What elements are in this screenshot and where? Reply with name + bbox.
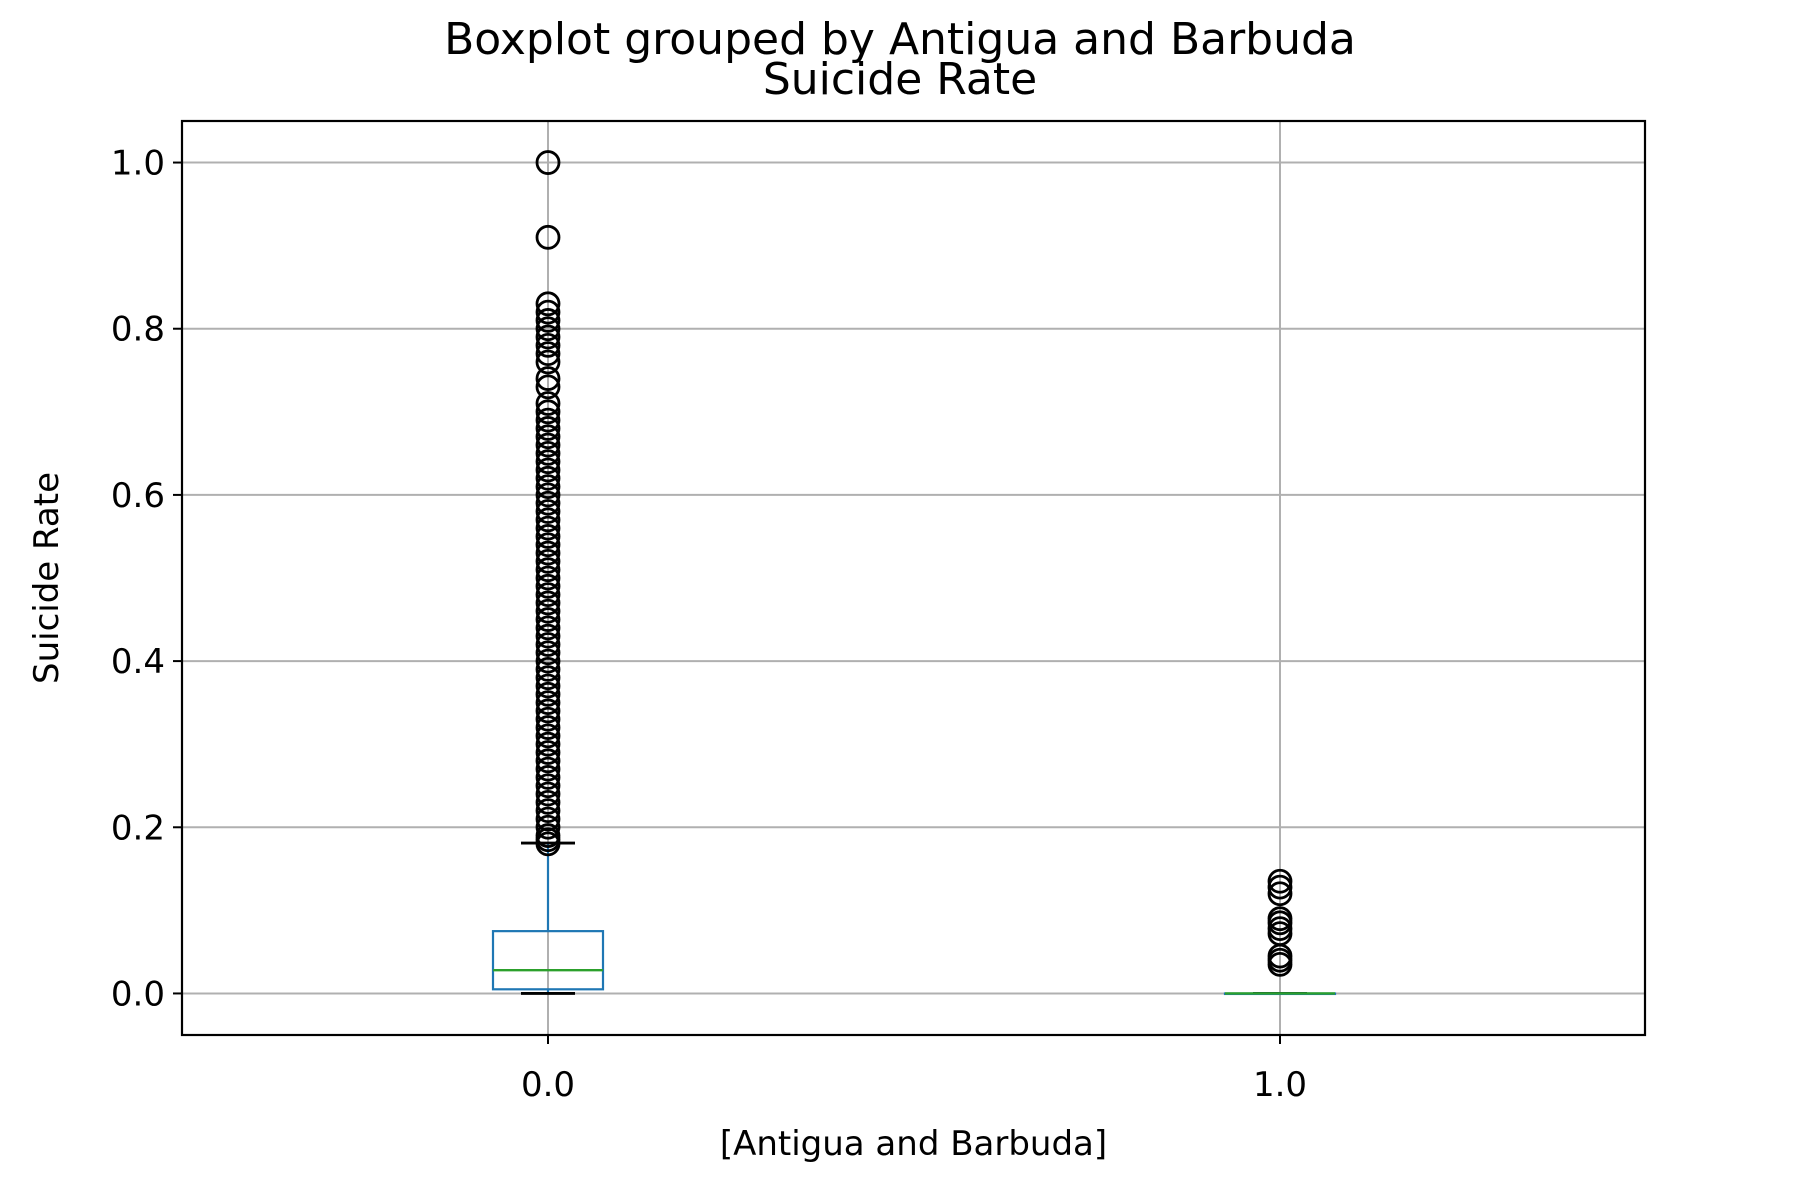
- flier-point: [535, 399, 561, 425]
- flier-point: [535, 657, 561, 682]
- flier-point: [535, 623, 561, 649]
- flier-point: [535, 407, 561, 433]
- flier-point: [535, 607, 561, 632]
- y-axis-label: Suicide Rate: [27, 472, 67, 684]
- tick-layer: 0.0 0.2 0.4 0.6 0.8 1.0 0.0 1.0: [111, 144, 1307, 1105]
- flier-point: [535, 416, 561, 441]
- flier-point: [535, 831, 561, 857]
- flier-point: [535, 690, 561, 716]
- y-tick-label: 0.0: [111, 974, 165, 1014]
- flier-point: [535, 756, 561, 782]
- grid-layer: [182, 121, 1645, 1035]
- flier-point: [535, 598, 561, 624]
- flier-point: [535, 798, 561, 824]
- flier-point: [535, 565, 561, 591]
- flier-point: [535, 391, 561, 416]
- flier-point: [535, 374, 561, 400]
- box-group-1-0: [1223, 868, 1337, 996]
- flier-point: [535, 457, 561, 483]
- data-layer: [491, 150, 1337, 996]
- chart-title: Suicide Rate: [762, 54, 1038, 105]
- flier-point: [535, 366, 561, 391]
- flier-point: [535, 731, 561, 757]
- flier-point: [535, 449, 561, 475]
- flier-point: [535, 814, 561, 840]
- y-tick-label: 0.8: [111, 310, 165, 350]
- flier-point: [535, 615, 561, 641]
- flier-point: [535, 573, 561, 599]
- flier-point: [535, 640, 561, 666]
- flier-point: [535, 540, 561, 566]
- flier-point: [535, 706, 561, 732]
- flier-point: [1267, 881, 1293, 907]
- flier-point: [535, 224, 561, 250]
- flier-point: [535, 499, 561, 524]
- y-tick-label: 0.6: [111, 476, 165, 516]
- flier-point: [535, 490, 561, 516]
- x-tick-label: 1.0: [1253, 1065, 1307, 1105]
- y-tick-label: 0.4: [111, 642, 165, 682]
- flier-point: [535, 150, 561, 175]
- flier-point: [535, 332, 561, 358]
- flier-point: [535, 308, 561, 333]
- flier-point: [535, 632, 561, 657]
- y-tick-label: 0.2: [111, 808, 165, 848]
- flier-point: [1267, 868, 1293, 894]
- flier-point: [535, 548, 561, 574]
- flier-point: [535, 773, 561, 799]
- flier-point: [535, 748, 561, 774]
- flier-point: [535, 673, 561, 699]
- flier-point: [535, 665, 561, 691]
- flier-point: [535, 723, 561, 749]
- figure-suptitle: Boxplot grouped by Antigua and Barbuda: [444, 14, 1356, 65]
- flier-point: [535, 781, 561, 807]
- flier-point: [535, 557, 561, 583]
- flier-point: [535, 715, 561, 740]
- flier-point: [535, 291, 561, 317]
- flier-point: [535, 524, 561, 549]
- y-tick-label: 1.0: [111, 144, 165, 184]
- flier-point: [1267, 874, 1293, 900]
- flier-point: [535, 681, 561, 707]
- flier-point: [535, 582, 561, 608]
- box-iqr: [491, 930, 605, 991]
- flier-point: [535, 740, 561, 765]
- flier-point: [535, 765, 561, 790]
- flier-point: [535, 440, 561, 466]
- flier-point: [535, 316, 561, 342]
- flier-point: [535, 341, 561, 367]
- flier-point: [535, 532, 561, 558]
- x-axis-label: [Antigua and Barbuda]: [720, 1124, 1107, 1164]
- flier-point: [535, 474, 561, 500]
- flier-point: [535, 515, 561, 541]
- flier-point: [535, 465, 561, 491]
- flier-point: [1267, 951, 1293, 977]
- box-group-0-0: [491, 150, 605, 995]
- x-tick-label: 0.0: [521, 1065, 575, 1105]
- flier-point: [535, 299, 561, 325]
- flier-point: [535, 590, 561, 616]
- flier-point: [535, 507, 561, 533]
- flier-point: [535, 482, 561, 508]
- flier-point: [535, 648, 561, 674]
- flier-point: [535, 789, 561, 815]
- flier-point: [535, 698, 561, 724]
- flier-point: [535, 432, 561, 458]
- axes-frame: [180, 119, 1647, 1037]
- flier-point: [535, 424, 561, 450]
- flier-point: [535, 349, 561, 375]
- flier-point: [1267, 910, 1293, 936]
- flier-point: [535, 324, 561, 350]
